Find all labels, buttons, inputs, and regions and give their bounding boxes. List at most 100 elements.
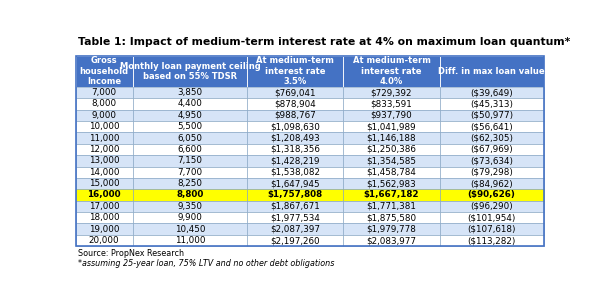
Bar [247, 224, 343, 235]
Text: 9,000: 9,000 [92, 111, 117, 120]
Text: Source: PropNex Research: Source: PropNex Research [78, 248, 184, 257]
Bar [133, 212, 247, 224]
Text: ($67,969): ($67,969) [470, 145, 513, 154]
Bar [133, 235, 247, 246]
Bar [343, 212, 440, 224]
Text: 17,000: 17,000 [89, 202, 120, 211]
Bar [343, 121, 440, 132]
Bar [76, 121, 133, 132]
Bar [247, 56, 343, 87]
Bar [343, 201, 440, 212]
Bar [343, 110, 440, 121]
Text: ($56,641): ($56,641) [470, 122, 513, 131]
Text: 13,000: 13,000 [89, 156, 120, 165]
Bar [76, 235, 133, 246]
Text: 14,000: 14,000 [89, 168, 120, 177]
Text: At medium-term
interest rate
4.0%: At medium-term interest rate 4.0% [353, 56, 431, 86]
Text: *assuming 25-year loan, 75% LTV and no other debt obligations: *assuming 25-year loan, 75% LTV and no o… [78, 259, 334, 268]
Bar [440, 201, 544, 212]
Text: $988,767: $988,767 [274, 111, 316, 120]
Bar [247, 178, 343, 189]
Text: $1,757,808: $1,757,808 [268, 190, 323, 200]
Bar [76, 110, 133, 121]
Bar [440, 132, 544, 144]
Bar [247, 132, 343, 144]
Bar [343, 224, 440, 235]
Text: ($73,634): ($73,634) [470, 156, 513, 165]
Text: 10,450: 10,450 [175, 225, 205, 234]
Text: $937,790: $937,790 [371, 111, 413, 120]
Bar [76, 212, 133, 224]
Bar [247, 201, 343, 212]
Bar [247, 110, 343, 121]
Bar [76, 144, 133, 155]
Text: 20,000: 20,000 [89, 236, 120, 245]
Bar [440, 98, 544, 110]
Text: $1,354,585: $1,354,585 [367, 156, 417, 165]
Text: $1,250,386: $1,250,386 [367, 145, 416, 154]
Bar [343, 144, 440, 155]
Text: $1,647,945: $1,647,945 [271, 179, 320, 188]
Text: ($96,290): ($96,290) [470, 202, 513, 211]
Text: $1,875,580: $1,875,580 [367, 213, 417, 222]
Bar [133, 87, 247, 98]
Text: $1,538,082: $1,538,082 [270, 168, 320, 177]
Bar [133, 201, 247, 212]
Bar [133, 110, 247, 121]
Bar [247, 144, 343, 155]
Bar [76, 189, 133, 201]
Text: ($113,282): ($113,282) [467, 236, 516, 245]
Bar [133, 144, 247, 155]
Bar [440, 189, 544, 201]
Text: 12,000: 12,000 [89, 145, 120, 154]
Bar [133, 98, 247, 110]
Text: 6,600: 6,600 [178, 145, 202, 154]
Bar [440, 212, 544, 224]
Bar [247, 189, 343, 201]
Bar [76, 87, 133, 98]
Bar [76, 56, 133, 87]
Bar [133, 56, 247, 87]
Text: 9,350: 9,350 [178, 202, 202, 211]
Text: ($39,649): ($39,649) [470, 88, 513, 97]
Bar [76, 56, 544, 246]
Bar [343, 235, 440, 246]
Text: 9,900: 9,900 [178, 213, 202, 222]
Text: 18,000: 18,000 [89, 213, 120, 222]
Text: 8,000: 8,000 [92, 99, 117, 108]
Bar [343, 98, 440, 110]
Text: $729,392: $729,392 [371, 88, 412, 97]
Bar [133, 178, 247, 189]
Text: ($79,298): ($79,298) [470, 168, 513, 177]
Bar [440, 224, 544, 235]
Bar [343, 87, 440, 98]
Text: ($90,626): ($90,626) [467, 190, 516, 200]
Bar [440, 87, 544, 98]
Bar [440, 56, 544, 87]
Bar [440, 110, 544, 121]
Text: ($62,305): ($62,305) [470, 134, 513, 142]
Text: 7,000: 7,000 [92, 88, 117, 97]
Bar [133, 155, 247, 166]
Text: Monthly loan payment ceiling
based on 55% TDSR: Monthly loan payment ceiling based on 55… [120, 61, 260, 81]
Bar [76, 132, 133, 144]
Text: At medium-term
interest rate
3.5%: At medium-term interest rate 3.5% [256, 56, 334, 86]
Bar [247, 121, 343, 132]
Text: $1,977,534: $1,977,534 [271, 213, 320, 222]
Text: $1,098,630: $1,098,630 [271, 122, 320, 131]
Bar [343, 189, 440, 201]
Bar [76, 155, 133, 166]
Bar [247, 98, 343, 110]
Text: Table 1: Impact of medium-term interest rate at 4% on maximum loan quantum*: Table 1: Impact of medium-term interest … [78, 37, 570, 47]
Bar [247, 87, 343, 98]
Text: 5,500: 5,500 [178, 122, 202, 131]
Text: ($101,954): ($101,954) [467, 213, 516, 222]
Text: $1,318,356: $1,318,356 [271, 145, 320, 154]
Bar [247, 235, 343, 246]
Text: 3,850: 3,850 [178, 88, 202, 97]
Text: 4,400: 4,400 [178, 99, 202, 108]
Text: ($84,962): ($84,962) [470, 179, 513, 188]
Text: $1,208,493: $1,208,493 [271, 134, 320, 142]
Text: ($45,313): ($45,313) [470, 99, 513, 108]
Bar [440, 167, 544, 178]
